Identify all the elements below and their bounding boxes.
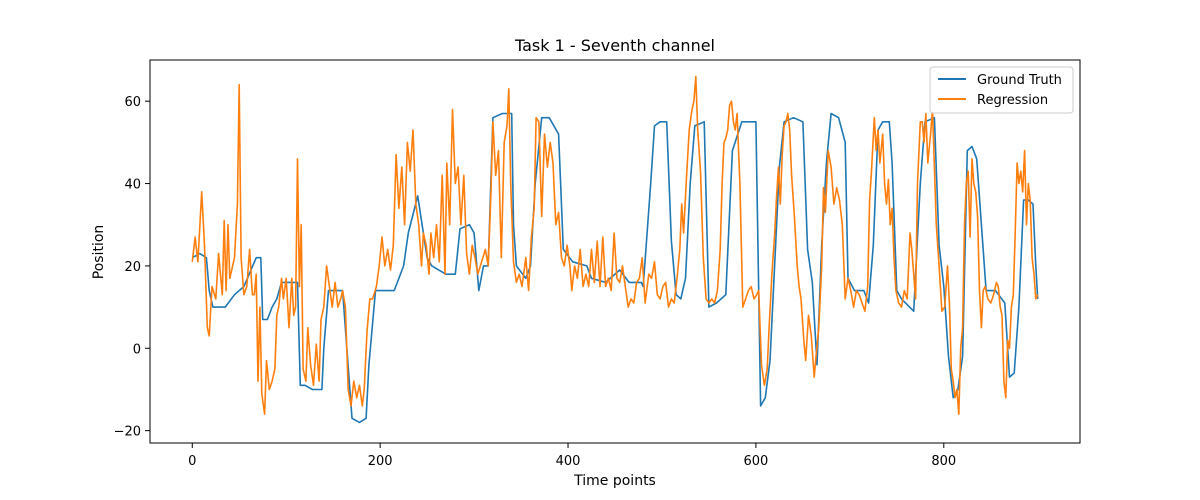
x-axis: 0 200 400 600 800 (188, 443, 956, 469)
x-tick-label: 400 (556, 454, 581, 469)
x-tick-label: 600 (743, 454, 768, 469)
legend-label-ground-truth: Ground Truth (977, 73, 1062, 88)
x-tick-label: 800 (931, 454, 956, 469)
y-tick-label: 0 (133, 342, 141, 357)
series-line-regression (191, 75, 1039, 416)
y-axis: −20 0 20 40 60 (114, 95, 150, 440)
legend: Ground Truth Regression (929, 66, 1074, 114)
legend-label-regression: Regression (977, 93, 1048, 108)
x-tick-label: 200 (368, 454, 393, 469)
chart-title: Task 1 - Seventh channel (514, 36, 715, 55)
y-axis-label: Position (91, 225, 107, 280)
x-tick-label: 0 (188, 454, 196, 469)
y-tick-label: 20 (124, 260, 141, 275)
y-tick-label: −20 (114, 425, 141, 440)
y-tick-label: 60 (124, 95, 141, 110)
x-axis-label: Time points (573, 473, 656, 489)
plot-frame (149, 59, 1081, 444)
series-line-ground-truth (191, 112, 1039, 424)
y-tick-label: 40 (124, 178, 141, 193)
plot-area (191, 75, 1039, 424)
